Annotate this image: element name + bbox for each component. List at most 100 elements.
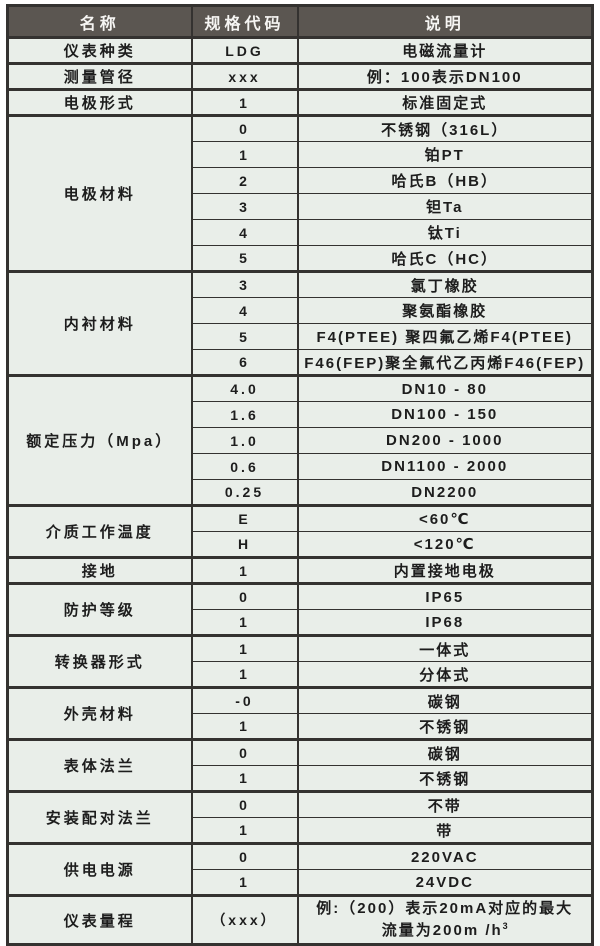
- spec-code-cell: 4: [190, 297, 299, 324]
- description-cell: 一体式: [296, 634, 594, 662]
- spec-code-cell: 1.6: [190, 401, 299, 428]
- table-row: 仪表量程 （xxx） 例:（200）表示20mA对应的最大 流量为200m /h3: [6, 894, 594, 945]
- description-cell: DN1100 - 2000: [296, 453, 594, 480]
- group-name-cell: 转换器形式: [6, 634, 193, 688]
- spec-code-cell: 1: [190, 817, 299, 844]
- spec-code-cell: 4: [190, 219, 299, 246]
- description-cell: <120℃: [296, 531, 594, 558]
- description-cell: F4(PTEE) 聚四氟乙烯F4(PTEE): [296, 323, 594, 350]
- spec-code-cell: 4.0: [190, 374, 299, 402]
- spec-code-cell: 0: [190, 738, 299, 766]
- spec-code-cell: 1: [190, 661, 299, 688]
- table-row: 供电电源 0 220VAC: [6, 842, 594, 896]
- description-cell: 不锈钢: [296, 765, 594, 792]
- table-row: 1 不锈钢: [8, 765, 594, 792]
- table-row: 5 哈氏C（HC）: [8, 245, 594, 272]
- table-row: 3 钽Ta: [8, 193, 594, 220]
- description-cell: F46(FEP)聚全氟代乙丙烯F46(FEP): [296, 349, 594, 376]
- spec-code-cell: 3: [190, 193, 299, 220]
- header-cell-name: 名称: [6, 4, 193, 39]
- description-cell: <60℃: [296, 504, 594, 532]
- table-row: 1 24VDC: [8, 869, 594, 896]
- description-cell: 聚氨酯橡胶: [296, 297, 594, 324]
- table-row: 2 哈氏B（HB）: [8, 167, 594, 194]
- spec-code-cell: 1: [190, 88, 299, 116]
- group-name-cell: 内衬材料: [6, 270, 193, 376]
- table-header: 名称 规格代码 说明: [6, 4, 594, 39]
- description-cell: 不锈钢（316L）: [296, 114, 594, 142]
- group-name-cell: 安装配对法兰: [6, 790, 193, 844]
- header-row: 名称 规格代码 说明: [6, 4, 594, 39]
- description-cell: 铂PT: [296, 141, 594, 168]
- table-row: 防护等级 0 IP65: [6, 582, 594, 636]
- group-name-cell: 电极材料: [6, 114, 193, 272]
- description-cell: 哈氏B（HB）: [296, 167, 594, 194]
- description-cell: 钛Ti: [296, 219, 594, 246]
- spec-code-cell: 1: [190, 634, 299, 662]
- table-row: 接地 1 内置接地电极: [6, 556, 594, 584]
- group-name-cell: 额定压力（Mpa）: [6, 374, 193, 506]
- description-cell: 不锈钢: [296, 713, 594, 740]
- spec-code-cell: 1: [190, 141, 299, 168]
- description-cell: 电磁流量计: [296, 36, 594, 64]
- spec-code-cell: 0: [190, 114, 299, 142]
- table-row: 测量管径 xxx 例：100表示DN100: [6, 62, 594, 90]
- spec-code-cell: xxx: [190, 62, 299, 90]
- table-row: 1.0 DN200 - 1000: [8, 427, 594, 454]
- description-cell: IP65: [296, 582, 594, 610]
- spec-code-cell: -0: [190, 686, 299, 714]
- table-row: 1 IP68: [8, 609, 594, 636]
- table-row: 外壳材料 -0 碳钢: [6, 686, 594, 740]
- spec-code-cell: 0.6: [190, 453, 299, 480]
- spec-code-cell: H: [190, 531, 299, 558]
- table-row: 额定压力（Mpa） 4.0 DN10 - 80: [6, 374, 594, 506]
- description-cell: 24VDC: [296, 869, 594, 896]
- description-cell: DN100 - 150: [296, 401, 594, 428]
- table-row: 电极形式 1 标准固定式: [6, 88, 594, 116]
- table-row: 仪表种类 LDG 电磁流量计: [6, 36, 594, 64]
- spec-table: 名称 规格代码 说明 仪表种类 LDG 电磁流量计 测量管径 xxx 例：100表示DN1…: [6, 4, 594, 946]
- group-name-cell: 仪表种类: [6, 36, 193, 64]
- group-name-cell: 接地: [6, 556, 193, 584]
- description-cell: 不带: [296, 790, 594, 818]
- table-row: 电极材料 0 不锈钢（316L）: [6, 114, 594, 272]
- table-row: 5 F4(PTEE) 聚四氟乙烯F4(PTEE): [8, 323, 594, 350]
- table-row: 6 F46(FEP)聚全氟代乙丙烯F46(FEP): [8, 349, 594, 376]
- spec-code-cell: 3: [190, 270, 299, 298]
- spec-code-cell: 2: [190, 167, 299, 194]
- spec-code-cell: 1: [190, 556, 299, 584]
- table-row: 表体法兰 0 碳钢: [6, 738, 594, 792]
- table-row: 4 聚氨酯橡胶: [8, 297, 594, 324]
- group-name-cell: 供电电源: [6, 842, 193, 896]
- spec-code-cell: 0: [190, 790, 299, 818]
- description-cell: 220VAC: [296, 842, 594, 870]
- table-row: 0.6 DN1100 - 2000: [8, 453, 594, 480]
- flowmeter-spec-table: 名称 规格代码 说明 仪表种类 LDG 电磁流量计 测量管径 xxx 例：100表示DN1…: [6, 4, 594, 946]
- description-cell: 分体式: [296, 661, 594, 688]
- spec-code-cell: LDG: [190, 36, 299, 64]
- spec-code-cell: 6: [190, 349, 299, 376]
- group-name-cell: 测量管径: [6, 62, 193, 90]
- spec-code-cell: 1.0: [190, 427, 299, 454]
- table-row: 内衬材料 3 氯丁橡胶: [6, 270, 594, 376]
- description-cell: 氯丁橡胶: [296, 270, 594, 298]
- description-cell: 碳钢: [296, 738, 594, 766]
- spec-table-body: 仪表种类 LDG 电磁流量计 测量管径 xxx 例：100表示DN100 电极形式 1 标准固定…: [6, 36, 594, 945]
- description-cell: 例：100表示DN100: [296, 62, 594, 90]
- spec-code-cell: 0: [190, 582, 299, 610]
- description-cell: 碳钢: [296, 686, 594, 714]
- group-name-cell: 外壳材料: [6, 686, 193, 740]
- table-row: 介质工作温度 E <60℃: [6, 504, 594, 558]
- description-cell: 带: [296, 817, 594, 844]
- table-row: H <120℃: [8, 531, 594, 558]
- spec-code-cell: 5: [190, 323, 299, 350]
- header-cell-spec-code: 规格代码: [190, 4, 299, 39]
- spec-code-cell: 5: [190, 245, 299, 272]
- header-cell-description: 说明: [296, 4, 594, 39]
- table-row: 1.6 DN100 - 150: [8, 401, 594, 428]
- table-row: 0.25 DN2200: [8, 479, 594, 506]
- description-cell: DN10 - 80: [296, 374, 594, 402]
- table-row: 转换器形式 1 一体式: [6, 634, 594, 688]
- description-cell: DN2200: [296, 479, 594, 506]
- table-row: 安装配对法兰 0 不带: [6, 790, 594, 844]
